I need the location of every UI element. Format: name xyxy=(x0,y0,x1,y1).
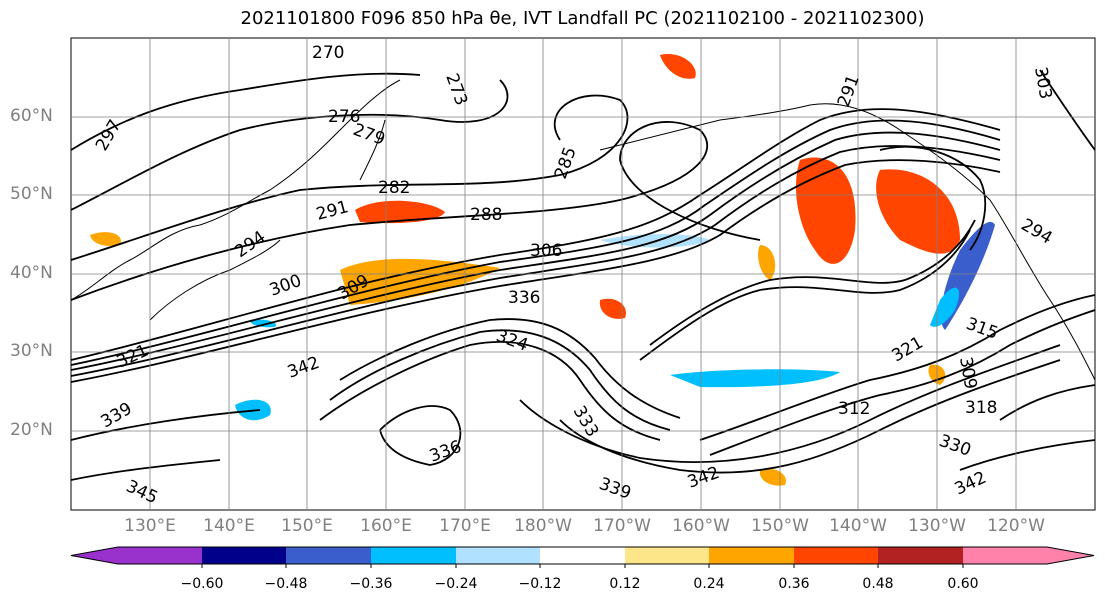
contour-line xyxy=(71,459,221,481)
contour-label: 282 xyxy=(378,178,410,198)
lat-label-50n: 50°N xyxy=(10,184,53,204)
colorbar-segment xyxy=(540,547,625,564)
contour-line xyxy=(71,121,761,301)
contour-line xyxy=(71,108,1001,361)
coastline-japan xyxy=(149,239,281,321)
contour-line xyxy=(71,409,261,441)
colorbar-tick: −0.48 xyxy=(264,576,308,592)
map-panel: 270 276 279 282 288 291 294 297 300 306 … xyxy=(70,37,1096,511)
contour-line xyxy=(699,294,1095,441)
graticule xyxy=(71,38,1095,510)
contour-line xyxy=(1039,69,1095,151)
shade-positive-alaska-3 xyxy=(758,245,776,280)
colorbar-segment xyxy=(286,547,371,564)
contour-line xyxy=(639,229,971,361)
lat-label-30n: 30°N xyxy=(10,341,53,361)
colorbar-segment xyxy=(71,547,202,564)
shade-positive-north-pacific-1 xyxy=(355,200,445,224)
coastline-layer xyxy=(71,79,1095,381)
contour-label: 270 xyxy=(312,43,344,63)
contour-line xyxy=(709,309,1095,456)
contour-line xyxy=(71,145,1001,377)
colorbar-tick: 0.12 xyxy=(609,576,641,592)
shade-positive-asia xyxy=(90,232,121,246)
lon-label-120w: 120°W xyxy=(987,516,1045,536)
colorbar-segment xyxy=(709,547,794,564)
contour-line xyxy=(959,439,1095,471)
contour-line xyxy=(999,384,1095,421)
contour-line xyxy=(71,159,1001,383)
lon-label-170e: 170°E xyxy=(439,516,491,536)
lon-label-130e: 130°E xyxy=(124,516,176,536)
contour-line xyxy=(319,341,661,441)
lat-label-40n: 40°N xyxy=(10,263,53,283)
coastline-alaska xyxy=(809,103,991,201)
shade-negative-mid xyxy=(250,319,276,328)
colorbar-segment xyxy=(878,547,963,564)
map-title: 2021101800 F096 850 hPa θe, IVT Landfall… xyxy=(240,8,925,29)
colorbar-tick: 0.48 xyxy=(862,576,894,592)
colorbar-tick: −0.24 xyxy=(434,576,478,592)
lon-label-160e: 160°E xyxy=(360,516,412,536)
contour-line xyxy=(71,72,421,151)
contour-label: 312 xyxy=(838,399,870,419)
colorbar-segments xyxy=(70,546,1095,568)
lon-label-140e: 140°E xyxy=(203,516,255,536)
lon-label-140w: 140°W xyxy=(829,516,887,536)
shade-positive-alaska-1 xyxy=(795,157,856,264)
colorbar-segment xyxy=(202,547,286,564)
lat-label-20n: 20°N xyxy=(10,420,53,440)
colorbar-tick: −0.12 xyxy=(518,576,562,592)
contour-label: 318 xyxy=(965,398,997,418)
coastline-aleutians xyxy=(599,104,811,151)
contour-line xyxy=(649,219,976,346)
colorbar-segment xyxy=(963,547,1094,564)
contour-line xyxy=(71,94,629,261)
contour-line xyxy=(879,146,987,251)
shade-positive-alaska-2 xyxy=(876,169,960,254)
lat-label-60n: 60°N xyxy=(10,106,53,126)
coastline-asia xyxy=(71,79,401,301)
contour-line xyxy=(379,405,462,466)
contour-line xyxy=(71,131,1001,371)
colorbar-outline xyxy=(70,546,1095,565)
colorbar-tick: −0.36 xyxy=(349,576,393,592)
colorbar-tick: −0.60 xyxy=(180,576,224,592)
colorbar-segment xyxy=(456,547,540,564)
coastline-na-west xyxy=(989,199,1095,381)
contour-line xyxy=(329,329,671,431)
colorbar-tick: 0.60 xyxy=(947,576,979,592)
contour-label: 336 xyxy=(508,288,540,308)
contour-label: 276 xyxy=(328,107,360,127)
lon-label-170w: 170°W xyxy=(593,516,651,536)
colorbar-segment xyxy=(371,547,456,564)
contour-label: 288 xyxy=(470,205,502,225)
lon-label-150w: 150°W xyxy=(751,516,809,536)
colorbar-segment xyxy=(794,547,878,564)
contour-label: 306 xyxy=(530,241,562,261)
colorbar-tick: 0.24 xyxy=(693,576,725,592)
colorbar-tick: 0.36 xyxy=(778,576,810,592)
shade-negative-tropics xyxy=(670,369,840,388)
colorbar-segment xyxy=(625,547,709,564)
contour-line xyxy=(559,359,1061,474)
contour-line xyxy=(71,79,509,211)
lon-label-150e: 150°E xyxy=(281,516,333,536)
shade-positive-south xyxy=(759,468,786,486)
coastline-kamchatka xyxy=(359,119,386,181)
shade-positive-arctic xyxy=(660,54,696,79)
contour-line xyxy=(71,119,1001,366)
shade-positive-central xyxy=(599,298,626,319)
lon-label-180w: 180°W xyxy=(514,516,572,536)
lon-label-130w: 130°W xyxy=(908,516,966,536)
lon-label-160w: 160°W xyxy=(672,516,730,536)
